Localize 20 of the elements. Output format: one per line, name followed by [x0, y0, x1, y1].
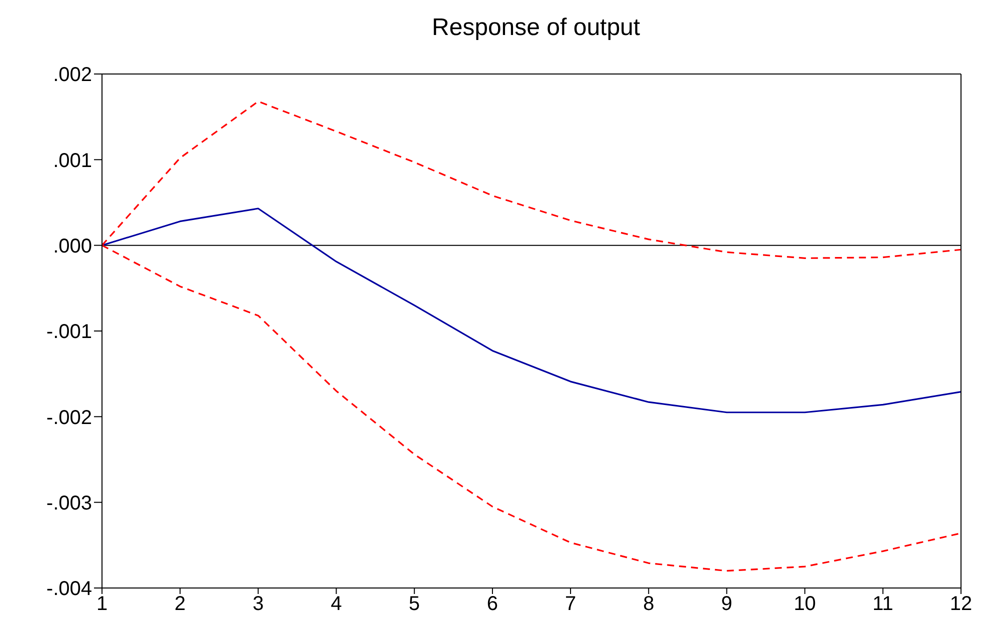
x-tick-label: 3: [252, 593, 264, 616]
x-tick-label: 7: [564, 593, 576, 616]
x-tick-label: 9: [721, 593, 732, 616]
y-tick-label: -.003: [46, 492, 92, 514]
y-tick-label: .002: [53, 64, 92, 86]
y-tick-label: -.002: [46, 406, 92, 429]
x-tick-label: 6: [486, 593, 498, 616]
x-tick-label: 8: [643, 593, 654, 616]
y-tick-label: .000: [53, 235, 92, 258]
chart-title: Response of output: [430, 13, 642, 43]
x-tick-label: 2: [174, 593, 186, 616]
y-tick-label: .001: [53, 150, 92, 172]
y-tick-label: -.001: [46, 321, 92, 344]
x-tick-label: 5: [408, 593, 420, 616]
x-tick-label: 11: [872, 593, 894, 616]
x-tick-label: 4: [330, 593, 342, 616]
x-tick-label: 1: [96, 593, 108, 616]
x-tick-label: 12: [950, 593, 972, 616]
y-tick-label: -.004: [46, 578, 92, 600]
x-tick-label: 10: [794, 593, 816, 616]
